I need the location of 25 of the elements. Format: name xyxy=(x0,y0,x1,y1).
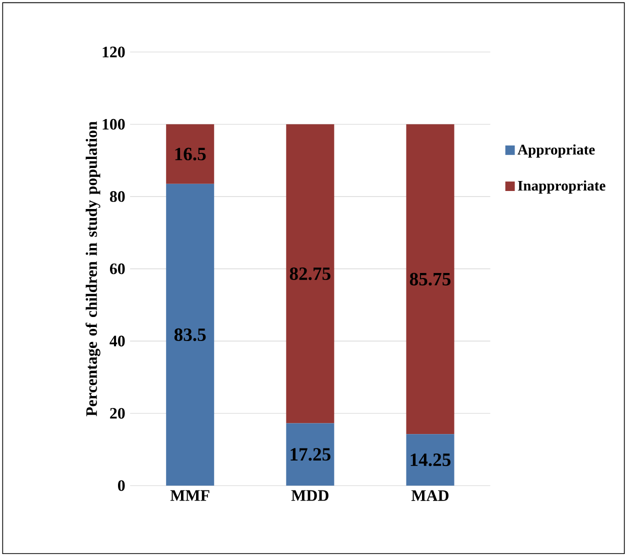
bar xyxy=(166,124,214,184)
y-tick-label: 60 xyxy=(110,263,125,274)
data-label: 83.5 xyxy=(174,328,206,341)
data-label: 85.75 xyxy=(410,272,450,286)
bar xyxy=(286,423,334,486)
bar xyxy=(166,184,214,486)
x-tick-label: MMF xyxy=(170,490,210,501)
legend-label: Appropriate xyxy=(518,144,595,158)
x-tick-label: MAD xyxy=(411,490,448,501)
bar xyxy=(286,124,334,424)
y-axis-title: Percentage of children in study population xyxy=(86,121,100,416)
data-label: 82.75 xyxy=(290,267,330,280)
data-label: 16.5 xyxy=(175,148,206,160)
data-label: 14.25 xyxy=(410,453,450,466)
y-tick-label: 120 xyxy=(102,46,125,58)
y-tick-label: 20 xyxy=(110,408,125,419)
bar xyxy=(406,434,454,486)
legend-label: Inappropriate xyxy=(518,180,606,194)
bar xyxy=(406,124,454,434)
y-tick-label: 40 xyxy=(110,336,125,346)
x-tick-label: MDD xyxy=(291,490,328,501)
y-tick-label: 0 xyxy=(118,480,125,491)
y-tick-label: 100 xyxy=(102,118,125,130)
data-label: 17.25 xyxy=(290,448,330,461)
y-tick-label: 80 xyxy=(110,191,125,202)
